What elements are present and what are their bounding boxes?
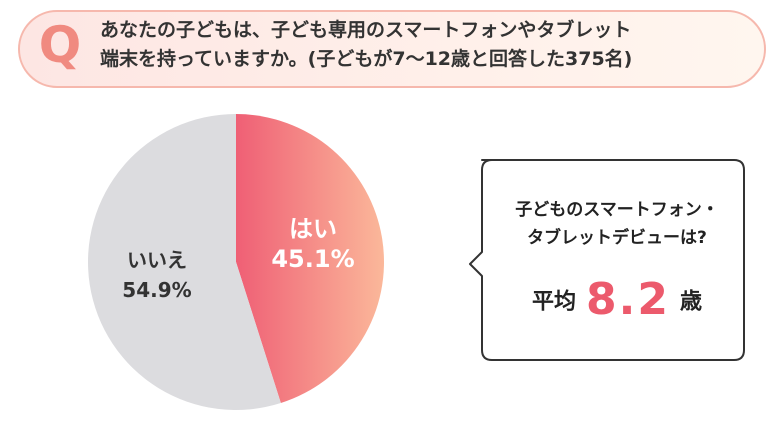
callout-title: 子どものスマートフォン・ タブレットデビューは? [482, 196, 752, 252]
slice-label-no: いいえ 54.9% [102, 245, 212, 305]
callout-title-line-2: タブレットデビューは? [527, 228, 707, 248]
average-age: 平均 8.2 歳 [482, 274, 752, 325]
slice-label-yes: はい 45.1% [258, 214, 368, 274]
slice-no-name: いいえ [127, 248, 187, 272]
question-text: あなたの子どもは、子ども専用のスマートフォンやタブレット 端末を持っていますか。… [100, 16, 740, 74]
pie-slice-no [87, 114, 281, 411]
question-banner [18, 10, 766, 88]
pie-slice-yes [236, 114, 384, 404]
average-value: 8.2 [586, 274, 670, 325]
question-line-1: あなたの子どもは、子ども専用のスマートフォンやタブレット [100, 19, 632, 41]
callout-bubble: 子どものスマートフォン・ タブレットデビューは? 平均 8.2 歳 [468, 158, 746, 362]
q-icon: Q [38, 16, 82, 74]
slice-yes-name: はい [289, 215, 337, 243]
slice-no-value: 54.9% [122, 278, 192, 302]
callout-title-line-1: 子どものスマートフォン・ [515, 200, 719, 220]
callout-frame [469, 159, 745, 361]
slice-yes-value: 45.1% [271, 245, 355, 273]
question-line-2: 端末を持っていますか。(子どもが7〜12歳と回答した375名) [100, 48, 633, 70]
average-label: 平均 [532, 289, 577, 315]
average-unit: 歳 [679, 289, 702, 315]
